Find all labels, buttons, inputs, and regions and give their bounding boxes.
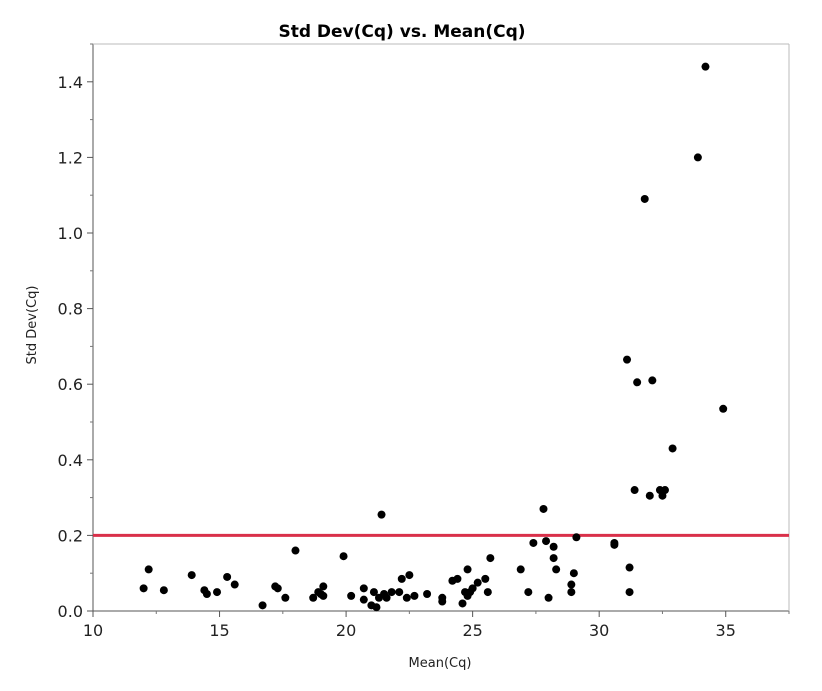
data-point bbox=[701, 62, 710, 71]
data-point bbox=[524, 588, 533, 597]
data-point bbox=[372, 603, 381, 612]
data-point bbox=[625, 588, 634, 597]
data-point bbox=[213, 588, 222, 597]
data-point bbox=[230, 580, 239, 589]
data-point bbox=[539, 504, 548, 513]
y-tick-label: 1.2 bbox=[58, 148, 83, 167]
data-point bbox=[359, 595, 368, 604]
data-point bbox=[549, 542, 558, 551]
x-tick-label: 25 bbox=[462, 621, 482, 640]
data-point bbox=[453, 574, 462, 583]
data-point bbox=[319, 591, 328, 600]
x-tick-label: 15 bbox=[209, 621, 229, 640]
data-point bbox=[572, 533, 581, 542]
axes: 10 15 20 25 30 35 0.0 0.2 0.4 0.6 0.8 1.0 1.2 1.4 bbox=[58, 43, 790, 640]
data-point bbox=[569, 569, 578, 578]
data-point bbox=[159, 586, 168, 595]
x-tick-label: 35 bbox=[716, 621, 736, 640]
data-point bbox=[625, 563, 634, 572]
data-point bbox=[630, 486, 639, 495]
data-point bbox=[405, 571, 414, 580]
data-point bbox=[139, 584, 148, 593]
data-point bbox=[281, 593, 290, 602]
data-point bbox=[309, 593, 318, 602]
data-point bbox=[529, 538, 538, 547]
data-point bbox=[258, 601, 267, 610]
data-point bbox=[648, 376, 657, 385]
data-point bbox=[549, 554, 558, 563]
x-tick-label: 20 bbox=[336, 621, 356, 640]
data-point bbox=[542, 537, 551, 546]
y-tick-label: 0.0 bbox=[58, 602, 83, 621]
x-tick-label: 10 bbox=[83, 621, 103, 640]
data-point bbox=[202, 589, 211, 598]
y-tick-label: 0.8 bbox=[58, 300, 83, 319]
data-point bbox=[382, 593, 391, 602]
data-point bbox=[668, 444, 677, 453]
data-point bbox=[660, 486, 669, 495]
data-point bbox=[463, 565, 472, 574]
data-point bbox=[552, 565, 561, 574]
y-axis-title: Std Dev(Cq) bbox=[25, 286, 40, 365]
y-tick-label: 0.2 bbox=[58, 526, 83, 545]
data-point bbox=[640, 194, 649, 203]
data-point bbox=[481, 574, 490, 583]
chart-title: Std Dev(Cq) vs. Mean(Cq) bbox=[278, 22, 525, 42]
data-point bbox=[319, 582, 328, 591]
data-point bbox=[567, 580, 576, 589]
data-point bbox=[144, 565, 153, 574]
data-point bbox=[187, 571, 196, 580]
data-point bbox=[273, 584, 282, 593]
data-point bbox=[395, 588, 404, 597]
data-point bbox=[633, 378, 642, 387]
data-point bbox=[347, 591, 356, 600]
data-point bbox=[402, 593, 411, 602]
x-tick-label: 30 bbox=[589, 621, 609, 640]
data-point bbox=[369, 588, 378, 597]
data-point bbox=[645, 491, 654, 500]
data-point bbox=[544, 593, 553, 602]
y-tick-label: 1.0 bbox=[58, 224, 83, 243]
data-point bbox=[623, 355, 632, 364]
data-point bbox=[291, 546, 300, 555]
data-point bbox=[473, 578, 482, 587]
data-point bbox=[339, 552, 348, 561]
data-point bbox=[410, 591, 419, 600]
data-point bbox=[377, 510, 386, 519]
data-points bbox=[139, 62, 728, 612]
y-tick-label: 0.6 bbox=[58, 375, 83, 394]
data-point bbox=[397, 574, 406, 583]
y-tick-label: 0.4 bbox=[58, 451, 83, 470]
data-point bbox=[423, 589, 432, 598]
data-point bbox=[483, 588, 492, 597]
data-point bbox=[468, 584, 477, 593]
data-point bbox=[567, 588, 576, 597]
data-point bbox=[693, 153, 702, 162]
data-point bbox=[458, 599, 467, 608]
data-point bbox=[359, 584, 368, 593]
data-point bbox=[438, 597, 447, 606]
data-point bbox=[610, 540, 619, 549]
data-point bbox=[223, 572, 232, 581]
data-point bbox=[719, 404, 728, 413]
data-point bbox=[516, 565, 525, 574]
y-tick-label: 1.4 bbox=[58, 73, 83, 92]
data-point bbox=[486, 554, 495, 563]
data-point bbox=[387, 588, 396, 597]
x-axis-title: Mean(Cq) bbox=[409, 656, 472, 671]
